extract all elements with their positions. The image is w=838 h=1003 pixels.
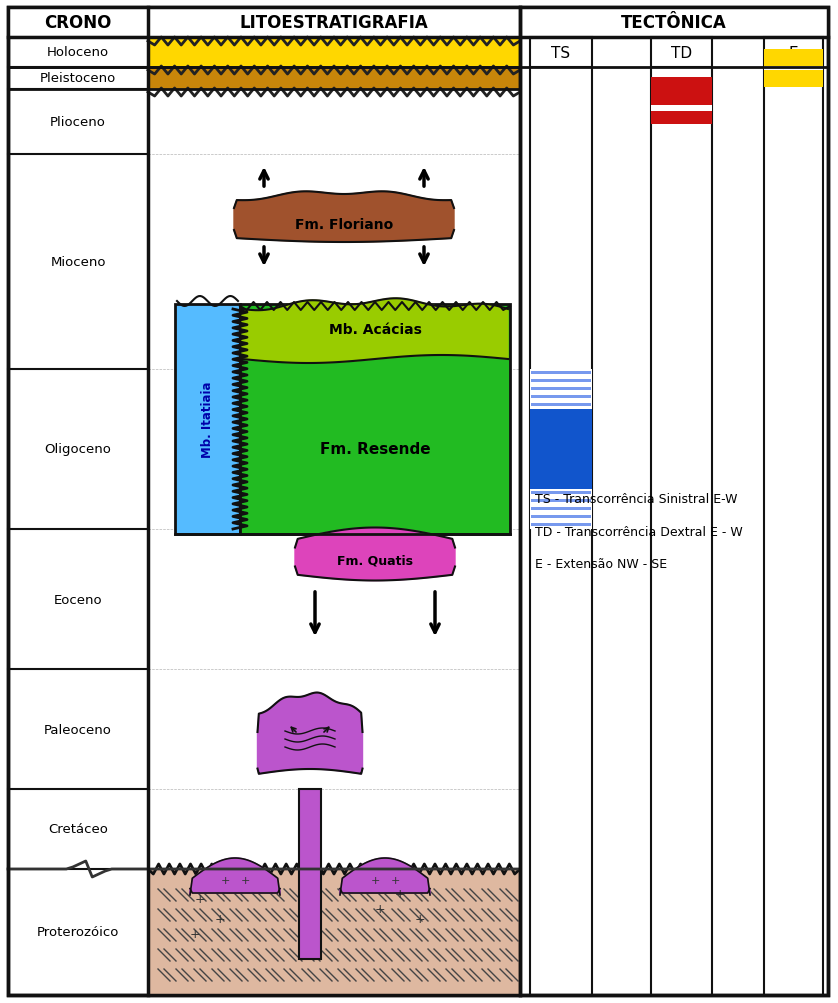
Text: Holoceno: Holoceno — [47, 46, 109, 59]
Bar — [531, 395, 591, 398]
Text: CRONO: CRONO — [44, 14, 111, 32]
Bar — [531, 491, 591, 494]
Text: Oligoceno: Oligoceno — [44, 443, 111, 456]
Polygon shape — [257, 693, 363, 774]
Polygon shape — [340, 859, 430, 895]
Text: +: + — [391, 876, 400, 885]
Bar — [299, 789, 321, 959]
Text: E - Extensão NW - SE: E - Extensão NW - SE — [535, 557, 667, 570]
Bar — [531, 379, 591, 382]
Text: TS - Transcorrência Sinistral E-W: TS - Transcorrência Sinistral E-W — [535, 493, 737, 506]
Bar — [651, 78, 712, 106]
Text: Plioceno: Plioceno — [50, 116, 106, 128]
Text: +: + — [395, 888, 406, 901]
Polygon shape — [190, 859, 280, 895]
Text: Cretáceo: Cretáceo — [48, 822, 108, 835]
Text: TD - Transcorrência Dextral E - W: TD - Transcorrência Dextral E - W — [535, 525, 742, 538]
Bar — [148, 870, 520, 995]
Text: TD: TD — [671, 45, 692, 60]
Text: Fm. Quatis: Fm. Quatis — [337, 554, 413, 567]
Bar — [651, 38, 712, 68]
Bar — [240, 305, 510, 535]
Bar — [530, 489, 592, 530]
Polygon shape — [234, 193, 454, 243]
Bar — [531, 499, 591, 503]
Bar — [531, 508, 591, 511]
Bar — [531, 524, 591, 527]
Bar — [764, 67, 823, 71]
Text: Mioceno: Mioceno — [50, 256, 106, 269]
Bar — [651, 106, 712, 112]
Bar — [148, 38, 520, 68]
Text: +: + — [375, 903, 385, 916]
Text: Mb. Itatiaia: Mb. Itatiaia — [201, 381, 214, 457]
Bar — [8, 8, 828, 38]
Bar — [764, 50, 823, 88]
Text: Mb. Acácias: Mb. Acácias — [328, 323, 422, 337]
Bar — [530, 38, 592, 68]
Text: Paleoceno: Paleoceno — [44, 723, 112, 736]
Bar — [764, 38, 823, 68]
Bar — [531, 516, 591, 519]
Polygon shape — [242, 299, 508, 364]
Polygon shape — [295, 528, 455, 581]
Text: TS: TS — [551, 45, 571, 60]
Bar — [531, 387, 591, 390]
Text: +: + — [415, 913, 426, 926]
Text: +: + — [215, 913, 225, 926]
Text: Pleistoceno: Pleistoceno — [40, 72, 116, 85]
Text: E: E — [789, 45, 799, 60]
Bar — [531, 372, 591, 375]
Bar — [530, 409, 592, 489]
Text: Fm. Floriano: Fm. Floriano — [295, 218, 393, 232]
Bar — [148, 68, 520, 90]
Text: Proterozóico: Proterozóico — [37, 926, 119, 939]
Text: +: + — [370, 876, 380, 885]
Text: Fm. Resende: Fm. Resende — [319, 442, 430, 457]
Bar — [531, 403, 591, 406]
Bar — [651, 112, 712, 125]
Bar — [530, 370, 592, 409]
Text: LITOESTRATIGRAFIA: LITOESTRATIGRAFIA — [240, 14, 428, 32]
Text: +: + — [241, 876, 250, 885]
Text: +: + — [220, 876, 230, 885]
Text: TECTÔNICA: TECTÔNICA — [621, 14, 727, 32]
Text: +: + — [194, 893, 205, 906]
Text: +: + — [189, 928, 200, 941]
Bar — [175, 305, 240, 535]
Text: Eoceno: Eoceno — [54, 593, 102, 606]
